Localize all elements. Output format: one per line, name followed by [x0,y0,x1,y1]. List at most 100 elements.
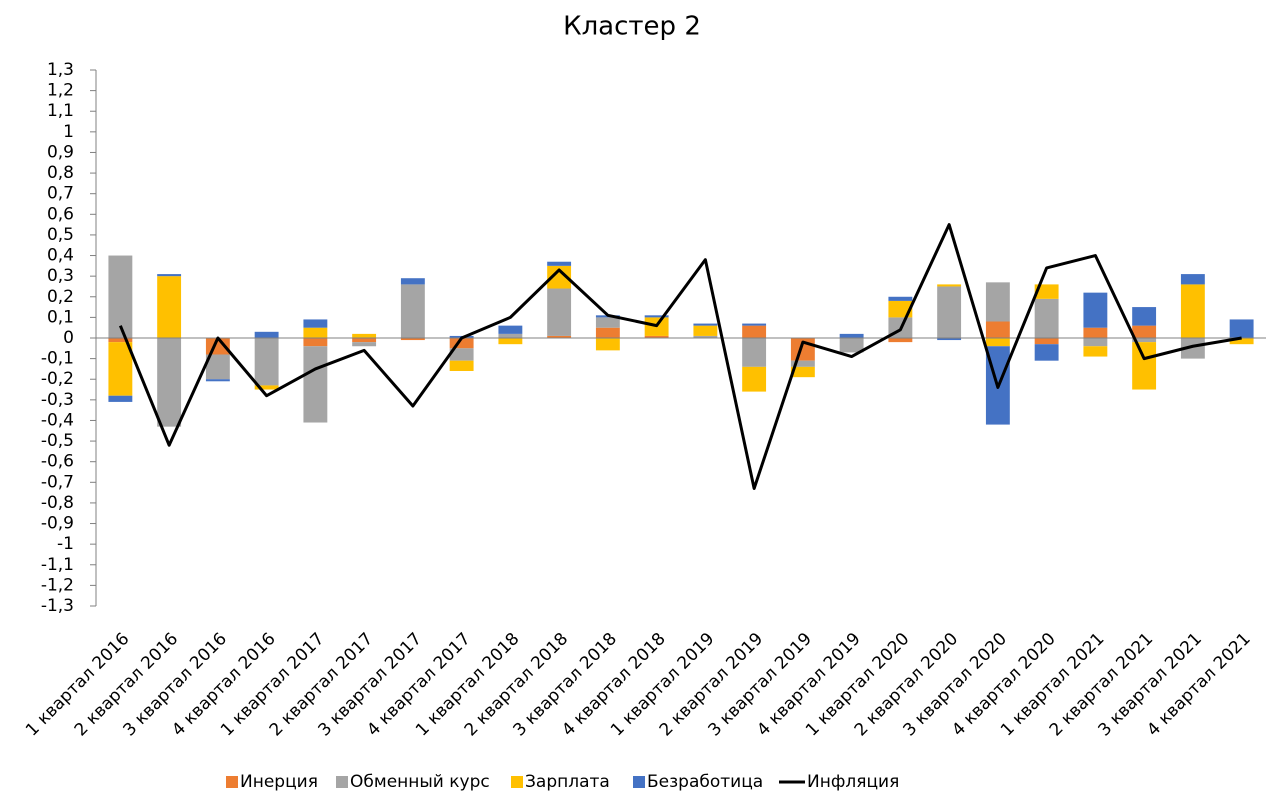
y-tick-label: 0,5 [47,225,74,245]
bar [449,360,474,371]
bar [547,265,572,289]
bar [888,300,913,318]
y-tick-label: -0,6 [41,452,74,472]
y-tick-label: -0,3 [41,390,74,410]
bar [1034,338,1059,345]
bar [1180,274,1205,285]
y-tick-label: 0,8 [47,163,74,183]
y-tick-label: 0,6 [47,204,74,224]
bar [352,342,377,347]
y-tick-label: 0,3 [47,266,74,286]
bar [108,338,133,343]
y-tick-label: -0,8 [41,493,74,513]
bar [303,338,328,347]
bar [157,274,182,277]
bar [937,286,962,338]
bar [1229,319,1254,338]
bar [108,342,133,396]
bar [254,338,279,386]
bar [157,338,182,427]
bar [888,338,913,343]
bar [790,360,815,367]
y-tick-label: 0,1 [47,307,74,327]
y-tick-label: 0,9 [47,142,74,162]
y-tick-label: 1,1 [47,101,74,121]
y-tick-label: -0,9 [41,514,74,534]
y-tick-label: -0,1 [41,349,74,369]
bar [352,333,377,338]
bar [742,323,767,326]
bar [400,284,425,338]
bar [839,338,864,353]
bar [547,261,572,266]
bar [790,366,815,378]
bar [985,282,1010,322]
y-tick-label: 1,3 [47,60,74,80]
bar [498,338,523,345]
bar [693,323,718,326]
bar [839,333,864,338]
bar [1180,338,1205,359]
bar [595,338,620,351]
legend-label: Зарплата [525,772,610,792]
bar [1083,346,1108,357]
bar [498,333,523,338]
bar [693,335,718,338]
legend-swatch [633,776,645,788]
bar [108,395,133,402]
bar [400,338,425,341]
bar [742,338,767,367]
bar [157,276,182,338]
y-tick-label: -0,4 [41,410,74,430]
bar [303,319,328,328]
bar [303,346,328,423]
bar [498,325,523,334]
bar [937,284,962,287]
bar [303,327,328,338]
bar [449,348,474,361]
y-tick-label: 0,7 [47,184,74,204]
bar [352,338,377,343]
bar [254,331,279,338]
bar [595,317,620,328]
bar [742,366,767,392]
legend-label: Безработица [647,772,763,792]
y-tick-label: -0,5 [41,431,74,451]
chart-title: Кластер 2 [563,12,701,42]
bar [1132,325,1157,338]
bar [1083,338,1108,347]
y-tick-label: 0,4 [47,246,74,266]
bar [1132,338,1157,343]
legend-label: Инфляция [807,772,899,792]
y-tick-label: 0 [63,328,74,348]
bar [449,338,474,349]
bar [888,296,913,301]
bar [205,379,230,382]
bar [1083,292,1108,328]
y-tick-label: 0,2 [47,287,74,307]
bar [205,354,230,380]
bar [254,385,279,390]
bar [937,338,962,341]
legend-swatch [511,776,523,788]
legend-label: Инерция [240,772,318,792]
bar [400,278,425,285]
bar [1180,284,1205,338]
legend-swatch [226,776,238,788]
y-tick-label: -1,2 [41,575,74,595]
bar [547,288,572,336]
bar [985,338,1010,347]
y-tick-label: -0,2 [41,369,74,389]
y-tick-label: -0,7 [41,472,74,492]
y-tick-label: -1 [57,534,74,554]
y-tick-label: -1,1 [41,555,74,575]
bar [742,325,767,338]
bar [108,255,133,338]
bar [1034,284,1059,299]
bar [1034,344,1059,361]
y-tick-label: 1,2 [47,81,74,101]
bar [693,325,718,336]
legend-label: Обменный курс [350,772,490,792]
bar [985,321,1010,338]
